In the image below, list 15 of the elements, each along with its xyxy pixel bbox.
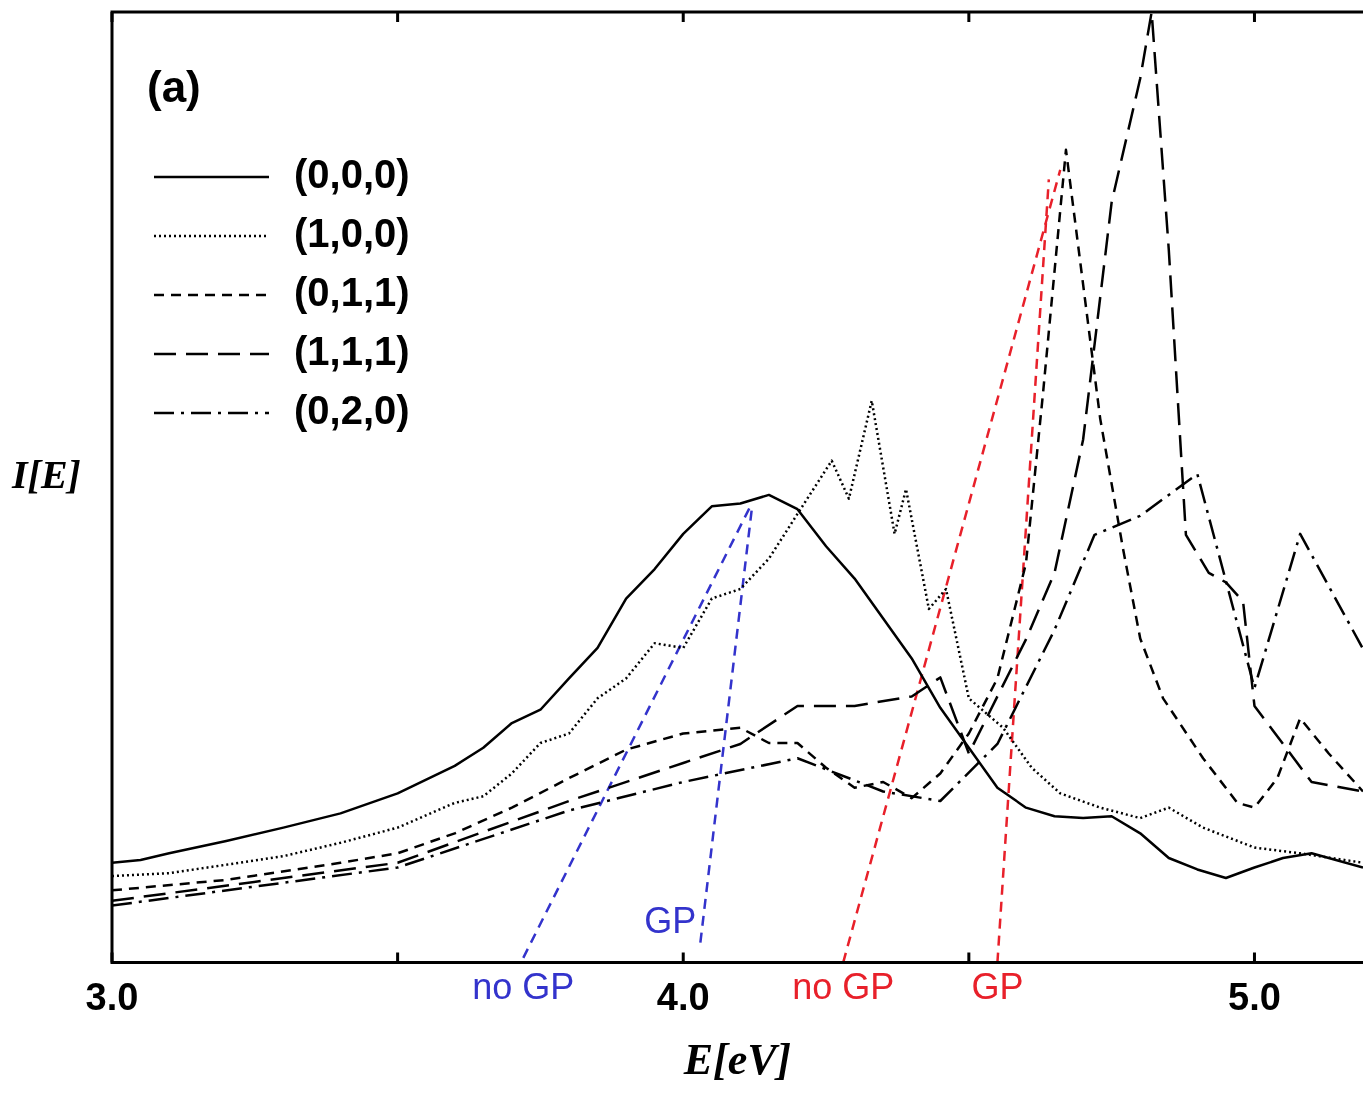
legend-label: (1,1,1) bbox=[294, 329, 410, 374]
annotation: no GP bbox=[472, 965, 575, 1007]
legend-label: (1,0,0) bbox=[294, 211, 410, 256]
y-axis-title: I[E] bbox=[11, 452, 81, 498]
legend-label: (0,2,0) bbox=[294, 388, 410, 433]
annotation: GP bbox=[971, 965, 1024, 1007]
x-axis-title: E[eV] bbox=[682, 1034, 792, 1084]
x-tick-label: 4.0 bbox=[656, 975, 710, 1018]
x-tick-label: 5.0 bbox=[1228, 975, 1281, 1018]
annotation: no GP bbox=[792, 965, 895, 1007]
legend-label: (0,0,0) bbox=[294, 152, 410, 197]
annotation: (a) bbox=[147, 62, 201, 112]
annotation: GP bbox=[644, 899, 697, 941]
x-tick-label: 3.0 bbox=[85, 975, 139, 1018]
legend-label: (0,1,1) bbox=[294, 270, 410, 315]
